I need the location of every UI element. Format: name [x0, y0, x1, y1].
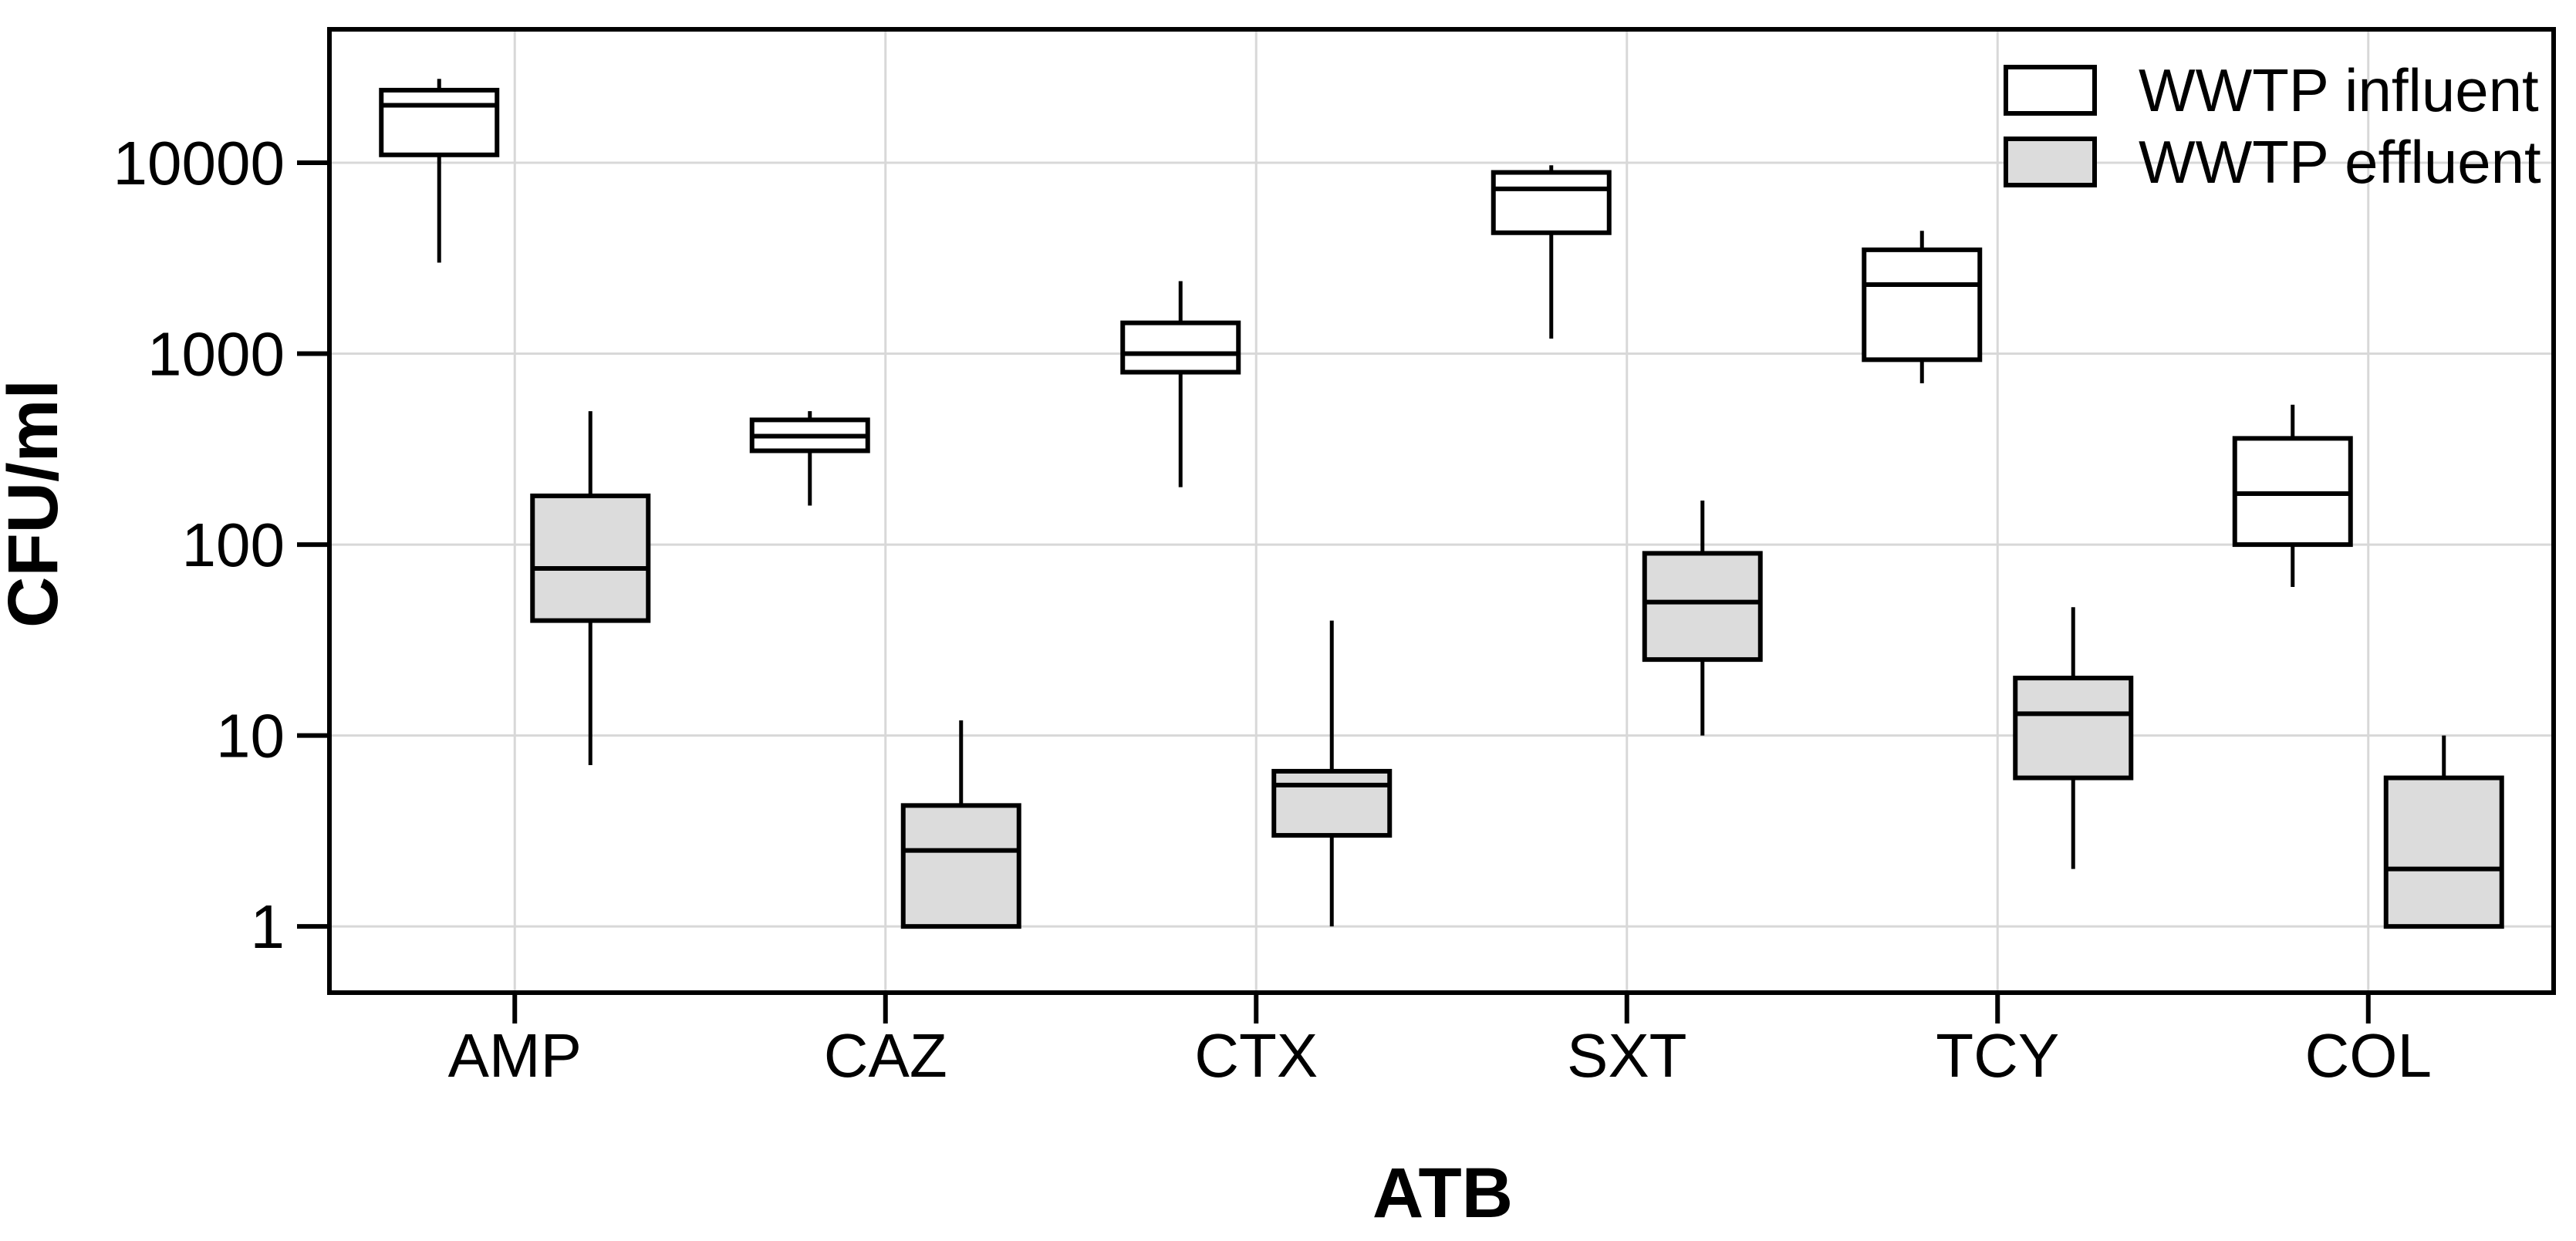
- box-effluent-col: [2383, 775, 2504, 929]
- legend-layer: [2004, 65, 2097, 187]
- y-tick-label-10: 10: [216, 702, 285, 771]
- x-tick-label-sxt: SXT: [1567, 1021, 1687, 1090]
- x-tick-label-col: COL: [2305, 1021, 2433, 1090]
- box-influent-sxt: [1491, 170, 1612, 235]
- box-layer: [379, 79, 2504, 929]
- box-effluent-ctx: [1271, 768, 1393, 838]
- y-tick-label-10000: 10000: [113, 129, 285, 197]
- y-axis-title: CFU/ml: [0, 379, 73, 628]
- legend-label-effluent: WWTP effluent: [2139, 128, 2541, 196]
- box-influent-amp: [379, 87, 500, 157]
- legend-swatch-effluent: [2004, 137, 2097, 187]
- box-effluent-caz: [900, 803, 1021, 929]
- box-effluent-tcy: [2013, 676, 2134, 781]
- axis-layer: 1 10 100 1000 10000 AMP CAZ CTX SXT TCY COL: [113, 27, 2556, 1090]
- x-tick-label-tcy: TCY: [1936, 1021, 2059, 1090]
- x-tick-label-amp: AMP: [448, 1021, 582, 1090]
- x-tick-label-caz: CAZ: [824, 1021, 947, 1090]
- box-influent-tcy: [1862, 247, 1983, 363]
- legend-swatch-influent: [2004, 65, 2097, 116]
- x-axis-title: ATB: [1372, 1154, 1513, 1233]
- box-influent-ctx: [1120, 320, 1241, 375]
- y-tick-label-1000: 1000: [147, 320, 285, 389]
- x-tick-label-ctx: CTX: [1194, 1021, 1318, 1090]
- box-effluent-sxt: [1642, 551, 1763, 663]
- y-tick-label-100: 100: [182, 511, 285, 579]
- legend-label-influent: WWTP influent: [2139, 56, 2539, 124]
- plot-frame: [327, 27, 2556, 995]
- box-effluent-amp: [530, 493, 651, 623]
- y-tick-label-1: 1: [251, 892, 285, 961]
- grid-layer: [329, 29, 2554, 993]
